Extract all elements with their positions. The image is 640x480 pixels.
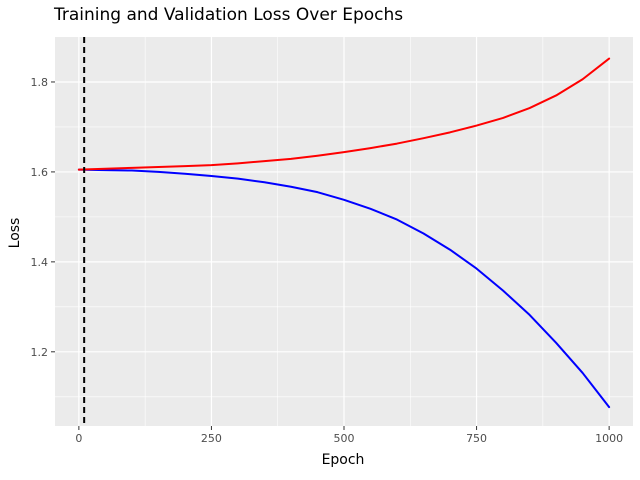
y-axis: 1.2 1.4 1.6 1.8 <box>31 76 55 359</box>
x-axis-title: Epoch <box>322 452 365 468</box>
chart-title: Training and Validation Loss Over Epochs <box>53 5 403 25</box>
series-line-2 <box>77 57 611 171</box>
x-tick-label: 500 <box>334 432 355 445</box>
x-axis: 0 250 500 750 1000 <box>75 426 623 445</box>
x-tick-label: 250 <box>201 432 222 445</box>
y-tick-label: 1.4 <box>31 256 49 269</box>
x-tick-label: 1000 <box>595 432 623 445</box>
x-tick-label: 0 <box>75 432 82 445</box>
series-line-1 <box>77 168 611 409</box>
y-tick-label: 1.6 <box>31 166 49 179</box>
y-tick-label: 1.8 <box>31 76 49 89</box>
y-axis-title: Loss <box>7 218 23 249</box>
x-tick-label: 750 <box>466 432 487 445</box>
series-layer <box>77 57 611 409</box>
y-tick-label: 1.2 <box>31 346 49 359</box>
